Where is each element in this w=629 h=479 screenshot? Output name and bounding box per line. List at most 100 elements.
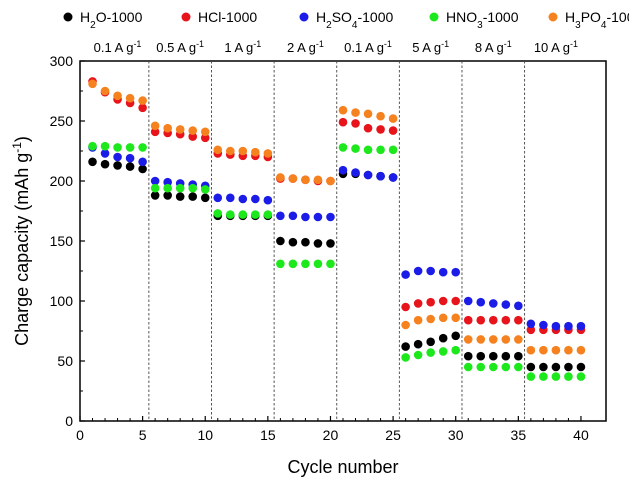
data-point <box>514 315 523 325</box>
data-point <box>88 79 97 89</box>
data-point <box>138 164 147 174</box>
data-point <box>138 143 147 152</box>
data-point <box>413 315 423 325</box>
data-point <box>514 362 523 372</box>
legend-label: H2O-1000 <box>80 9 143 31</box>
data-point <box>276 211 285 221</box>
data-point <box>113 161 122 170</box>
data-point <box>188 192 198 201</box>
data-point <box>438 313 448 323</box>
data-point <box>363 170 373 180</box>
x-axis-title: Cycle number <box>287 457 398 477</box>
data-point <box>501 300 511 309</box>
legend-item: H2O-1000 <box>63 9 143 31</box>
data-point <box>263 149 273 158</box>
data-point <box>539 372 548 381</box>
x-axis: 0 5 10 15 20 25 30 35 40 <box>76 416 589 443</box>
data-point <box>263 195 273 205</box>
rate-label: 0.5 A g-1 <box>156 39 204 55</box>
data-point <box>576 372 586 381</box>
data-point <box>113 143 122 152</box>
x-tick-label: 20 <box>323 427 339 443</box>
legend-marker <box>548 12 558 22</box>
data-point <box>564 345 573 355</box>
data-point <box>225 146 235 156</box>
data-point <box>313 175 323 185</box>
data-point <box>276 173 285 182</box>
rate-label: 0.1 A g-1 <box>94 39 142 55</box>
data-point <box>238 146 248 156</box>
data-point <box>501 351 511 361</box>
data-point <box>213 209 223 218</box>
data-point <box>188 126 198 135</box>
data-point <box>463 335 473 344</box>
y-axis: 0 50 100 150 200 250 300 <box>50 53 85 429</box>
data-point <box>175 125 185 134</box>
x-tick-label: 10 <box>197 427 213 443</box>
y-tick-label: 250 <box>50 113 74 129</box>
data-point <box>488 299 498 308</box>
y-axis-title: Charge capacity (mAh g-1) <box>10 136 32 346</box>
data-point <box>413 339 423 349</box>
data-point <box>463 315 473 325</box>
data-point <box>138 96 147 105</box>
data-point <box>413 350 423 360</box>
data-point <box>200 193 210 203</box>
data-point <box>451 267 461 277</box>
data-point <box>301 212 310 222</box>
data-point <box>413 299 423 308</box>
data-point <box>225 210 235 219</box>
data-point <box>100 159 110 169</box>
data-point <box>313 259 323 269</box>
data-point <box>451 331 461 341</box>
data-point <box>501 335 511 344</box>
data-point <box>276 236 285 246</box>
data-point <box>451 296 461 306</box>
data-point <box>150 121 160 131</box>
data-point <box>376 171 385 181</box>
data-point <box>251 194 260 204</box>
rate-label: 8 A g-1 <box>475 39 512 55</box>
data-point <box>113 152 122 162</box>
data-point <box>288 211 298 221</box>
data-point <box>438 267 448 277</box>
data-point <box>213 145 223 155</box>
data-point <box>488 315 498 325</box>
data-point <box>363 145 373 155</box>
data-point <box>388 126 398 135</box>
data-point <box>551 345 561 355</box>
data-point <box>376 145 385 155</box>
data-point <box>326 212 335 222</box>
data-point <box>463 351 473 361</box>
legend-marker <box>429 12 439 22</box>
legend-marker <box>63 12 73 22</box>
data-point <box>363 123 373 133</box>
data-point <box>564 362 573 372</box>
data-point <box>376 111 385 121</box>
y-tick-label: 50 <box>57 353 73 369</box>
legend-item: HCl-1000 <box>181 9 257 25</box>
data-point <box>476 335 486 344</box>
data-point <box>125 153 135 163</box>
data-point <box>501 362 511 372</box>
data-point <box>263 210 273 219</box>
legend-label: H2SO4-1000 <box>316 9 394 31</box>
data-point <box>301 259 310 269</box>
data-point <box>175 183 185 193</box>
data-point <box>138 157 147 167</box>
data-point <box>238 210 248 219</box>
data-point <box>526 372 536 381</box>
data-point <box>125 143 135 152</box>
data-point <box>351 168 360 177</box>
data-point <box>388 114 398 123</box>
data-point <box>100 141 110 151</box>
data-point <box>539 345 548 355</box>
data-point <box>564 321 573 331</box>
data-point <box>88 141 97 151</box>
data-point <box>551 372 561 381</box>
data-point <box>438 347 448 356</box>
data-point <box>564 372 573 381</box>
data-point <box>313 212 323 222</box>
rate-separators <box>148 61 526 421</box>
data-point <box>363 109 373 119</box>
